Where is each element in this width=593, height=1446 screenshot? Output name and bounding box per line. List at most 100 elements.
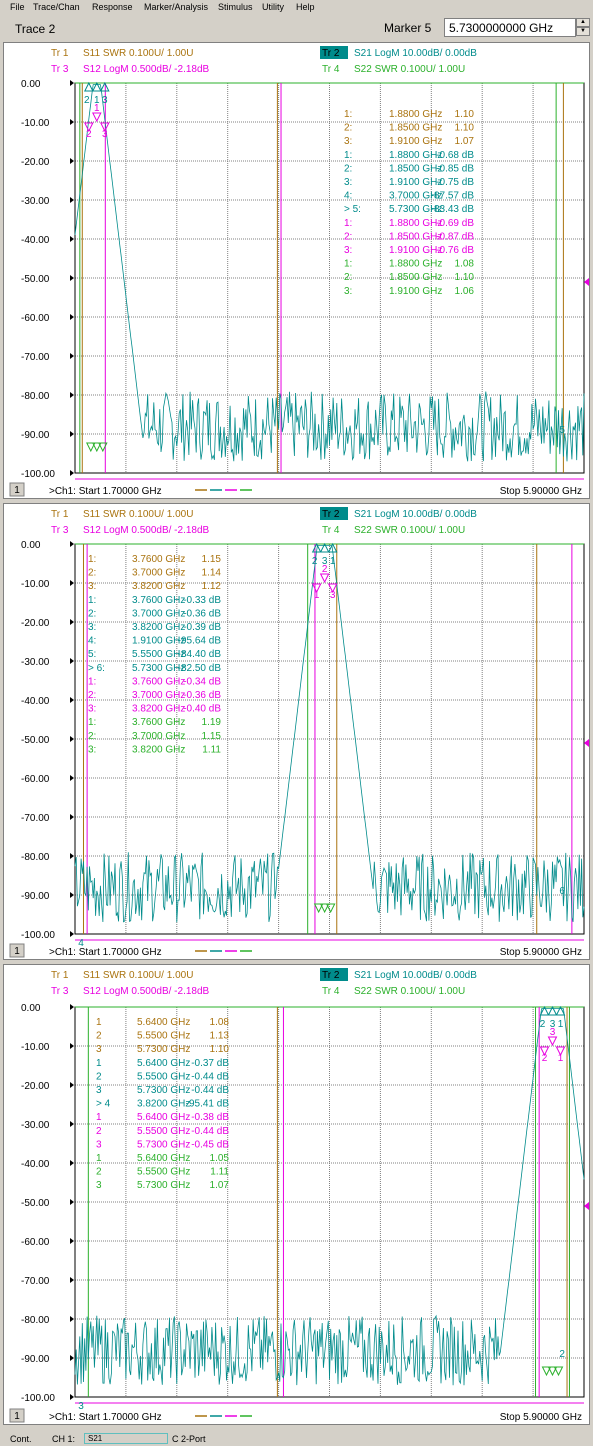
y-tick-label: -20.00 — [21, 1081, 50, 1092]
menu-bar: File Trace/Chan Response Marker/Analysis… — [0, 0, 593, 15]
chart-svg: Tr 1 S11 SWR 0.100U/ 1.00U Tr 3 S12 LogM 0.… — [9, 507, 589, 958]
menu-response[interactable]: Response — [92, 2, 133, 12]
chart-panel-1[interactable]: Tr 1 S11 SWR 0.100U/ 1.00U Tr 3 S12 LogM 0.… — [3, 42, 590, 499]
marker-triangle-s22 — [86, 442, 96, 453]
plot-marker-label: 2 — [559, 1349, 565, 1360]
tr4-header-text: S22 SWR 0.100U/ 1.00U — [354, 525, 465, 536]
y-tick-mark — [70, 353, 74, 359]
marker-table-num: 2: — [344, 231, 352, 242]
marker-table-freq: 3.7600 GHz — [132, 676, 185, 687]
menu-marker-analysis[interactable]: Marker/Analysis — [144, 2, 209, 12]
marker-table-value: -0.39 dB — [183, 622, 221, 633]
marker-label: Marker 5 — [384, 21, 432, 35]
spin-up-icon[interactable]: ▲ — [576, 18, 590, 27]
tr3-header-text: S12 LogM 0.500dB/ -2.18dB — [83, 986, 210, 997]
chart-panel-2[interactable]: Tr 1 S11 SWR 0.100U/ 1.00U Tr 3 S12 LogM 0.… — [3, 503, 590, 960]
marker-table-freq: 5.7300 GHz — [389, 204, 442, 215]
marker-table-num: 1: — [88, 676, 96, 687]
marker-table-value: -0.85 dB — [436, 163, 474, 174]
tr2-header-label: Tr 2 — [322, 48, 340, 59]
marker-table-freq: 5.6400 GHz — [137, 1112, 190, 1123]
y-tick-label: -90.00 — [21, 430, 50, 441]
y-tick-mark — [70, 619, 74, 625]
chart-panel-3[interactable]: Tr 1 S11 SWR 0.100U/ 1.00U Tr 3 S12 LogM 0.… — [3, 964, 590, 1425]
y-tick-mark — [70, 392, 74, 398]
marker-table-value: 1.10 — [455, 109, 475, 120]
marker-table-num: > 6: — [88, 663, 105, 674]
ref-arrow-icon — [584, 1202, 589, 1210]
y-tick-mark — [70, 1394, 74, 1400]
marker-table-freq: 1.9100 GHz — [132, 636, 185, 647]
plot-marker-label: 1 — [330, 556, 336, 567]
plot-marker-label: 6 — [559, 886, 565, 897]
menu-trace-chan[interactable]: Trace/Chan — [33, 2, 80, 12]
y-tick-label: -80.00 — [21, 391, 50, 402]
plot-marker-label: 5 — [559, 425, 565, 436]
marker-table-num: 4: — [344, 191, 352, 202]
marker-table-freq: 5.6400 GHz — [137, 1058, 190, 1069]
plot-marker-label: 2 — [542, 1053, 548, 1064]
parameter-box[interactable]: S21 — [84, 1433, 168, 1444]
marker-table-num: 3 — [96, 1139, 102, 1150]
y-tick-label: -90.00 — [21, 1354, 50, 1365]
start-freq: >Ch1: Start 1.70000 GHz — [49, 486, 162, 497]
y-tick-label: -60.00 — [21, 313, 50, 324]
y-tick-label: 0.00 — [21, 1003, 41, 1014]
y-tick-mark — [70, 431, 74, 437]
marker-triangle-s22 — [319, 903, 330, 914]
marker-table-freq: 5.5500 GHz — [137, 1031, 190, 1042]
marker-value-input[interactable]: 5.7300000000 GHz — [444, 18, 576, 37]
marker-table-freq: 3.7000 GHz — [132, 568, 185, 579]
tr2-header-text: S21 LogM 10.00dB/ 0.00dB — [354, 48, 477, 59]
y-tick-mark — [70, 853, 74, 859]
marker-table-freq: 3.7000 GHz — [132, 731, 185, 742]
marker-table-freq: 1.8500 GHz — [389, 231, 442, 242]
tr3-header-label: Tr 3 — [51, 525, 69, 536]
marker-spinner[interactable]: ▲ ▼ — [576, 18, 590, 37]
marker-table-num: 2: — [88, 690, 96, 701]
spin-down-icon[interactable]: ▼ — [576, 27, 590, 36]
marker-table-freq: 3.7000 GHz — [132, 608, 185, 619]
menu-stimulus[interactable]: Stimulus — [218, 2, 253, 12]
menu-file[interactable]: File — [10, 2, 25, 12]
marker-table-num: 3: — [344, 177, 352, 188]
marker-triangle — [547, 1005, 558, 1016]
marker-triangle — [539, 1005, 550, 1016]
marker-table-freq: 1.8500 GHz — [389, 123, 442, 134]
marker-table-freq: 5.6400 GHz — [137, 1017, 190, 1028]
marker-table-freq: 1.8500 GHz — [389, 272, 442, 283]
marker-table-freq: 5.5500 GHz — [132, 649, 185, 660]
y-tick-label: -70.00 — [21, 813, 50, 824]
tr3-header-label: Tr 3 — [51, 64, 69, 75]
marker-table-freq: 1.8800 GHz — [389, 109, 442, 120]
tr3-header-text: S12 LogM 0.500dB/ -2.18dB — [83, 525, 210, 536]
marker-table-num: 2 — [96, 1071, 102, 1082]
y-tick-mark — [70, 119, 74, 125]
tr3-header-label: Tr 3 — [51, 986, 69, 997]
menu-utility[interactable]: Utility — [262, 2, 284, 12]
title-bar: Trace 2 Marker 5 5.7300000000 GHz ▲ ▼ — [0, 15, 593, 42]
tr2-active-box — [320, 46, 348, 59]
tr2-header-label: Tr 2 — [322, 509, 340, 520]
marker-table-value: -0.37 dB — [191, 1058, 229, 1069]
y-tick-label: -100.00 — [21, 469, 55, 480]
y-tick-label: -100.00 — [21, 1393, 55, 1404]
y-tick-mark — [70, 775, 74, 781]
marker-table-freq: 1.8500 GHz — [389, 163, 442, 174]
chart-svg: Tr 1 S11 SWR 0.100U/ 1.00U Tr 3 S12 LogM 0.… — [9, 46, 589, 497]
marker-table-value: 1.07 — [210, 1180, 230, 1191]
marker-table-value: 1.10 — [455, 123, 475, 134]
trace-s21 — [74, 84, 585, 462]
y-tick-label: -100.00 — [21, 930, 55, 941]
marker-triangle-s12 — [92, 112, 102, 123]
marker-triangle — [84, 81, 94, 92]
y-tick-mark — [70, 1355, 74, 1361]
marker-table-num: 1 — [96, 1017, 102, 1028]
plot-marker-label: 3 — [102, 129, 108, 140]
marker-table-num: 1: — [344, 259, 352, 270]
marker-table-freq: 3.7000 GHz — [132, 690, 185, 701]
menu-help[interactable]: Help — [296, 2, 315, 12]
y-tick-label: -30.00 — [21, 1120, 50, 1131]
tr2-header-text: S21 LogM 10.00dB/ 0.00dB — [354, 970, 477, 981]
marker-table-num: 2 — [96, 1167, 102, 1178]
